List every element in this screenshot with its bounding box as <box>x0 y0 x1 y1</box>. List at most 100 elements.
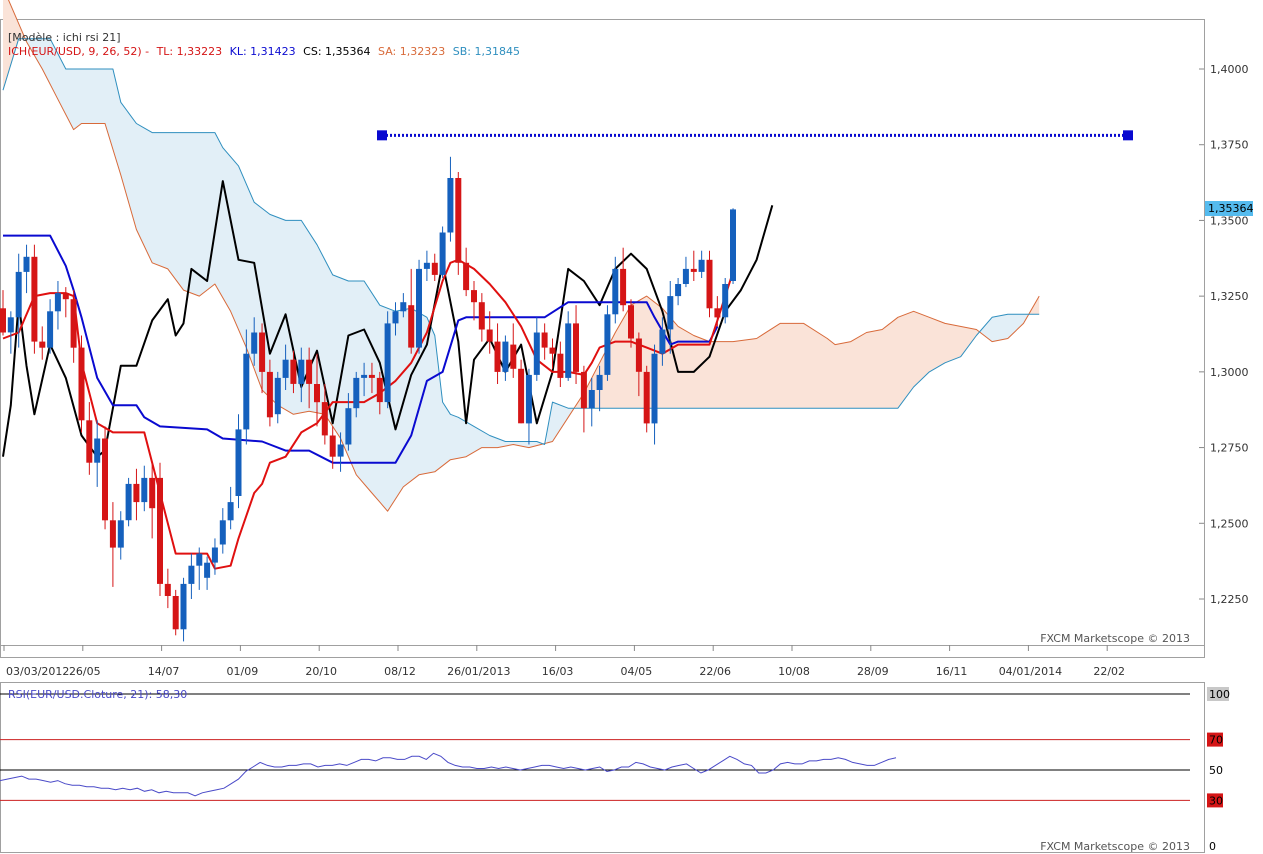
price-tick-label: 1,3500 <box>1210 214 1249 227</box>
time-tick-label: 28/09 <box>857 665 889 678</box>
candle-body <box>525 374 532 424</box>
candle-body <box>227 502 234 521</box>
candle-body <box>172 596 179 630</box>
price-tick-label: 1,3000 <box>1210 366 1249 379</box>
candle-body <box>266 371 273 418</box>
candle-body <box>416 268 422 348</box>
senkou-span-b-line <box>2 38 1040 445</box>
candle-body <box>690 268 697 272</box>
candle-body <box>164 583 171 596</box>
candle-body <box>628 305 634 339</box>
candle-body <box>31 256 38 342</box>
candle-body <box>376 377 383 403</box>
candle-body <box>235 429 242 496</box>
price-tick-label: 1,3250 <box>1210 290 1249 303</box>
resistance-handle-right[interactable] <box>1123 130 1133 141</box>
candle-body <box>604 314 611 375</box>
cloud-segment <box>980 314 1028 342</box>
candle-body <box>510 344 517 369</box>
legend-sb: SB: 1,31845 <box>452 45 520 58</box>
rsi-series-line <box>0 752 897 797</box>
candle-body <box>306 359 313 384</box>
candle-body <box>643 371 650 424</box>
candle-body <box>573 323 579 372</box>
candle-body <box>15 271 22 318</box>
rsi-level-badge <box>1207 687 1229 701</box>
time-tick-label: 14/07 <box>148 665 180 678</box>
candle-body <box>196 553 203 566</box>
candle-body <box>117 520 124 548</box>
candle-body <box>188 565 195 584</box>
candle-body <box>70 299 77 348</box>
candle-body <box>408 305 415 348</box>
model-label: [Modèle : ichi rsi 21] <box>8 31 121 44</box>
candle-body <box>298 359 305 384</box>
candle-body <box>211 547 218 563</box>
candle-body <box>706 259 713 309</box>
candle-body <box>478 302 485 330</box>
rsi-level-label: 100 <box>1209 688 1230 701</box>
rsi-level-badge <box>1207 732 1223 747</box>
candle-body <box>423 262 430 269</box>
candle-body <box>0 308 6 333</box>
time-tick-label: 22/06 <box>699 665 731 678</box>
rsi-line <box>0 752 897 797</box>
rsi-chart[interactable]: 100 70 50 30 0 RSI(EUR/USD.Cloture, 21): 58,… <box>0 682 1263 854</box>
rsi-level-label: 30 <box>1209 794 1223 807</box>
last-price-tag-text: 1,35364 <box>1208 202 1254 215</box>
candle-body <box>596 374 603 390</box>
candle-body <box>533 332 540 375</box>
legend-sa: SA: 1,32323 <box>378 45 446 58</box>
candle-body <box>384 323 391 403</box>
candle-body <box>78 347 85 421</box>
candle-body <box>447 178 454 233</box>
ichimoku-legend: ICH(EUR/USD, 9, 26, 52) - TL: 1,33223 KL… <box>8 45 524 58</box>
time-tick-label: 20/10 <box>305 665 337 678</box>
candle-body <box>400 302 407 312</box>
candle-body <box>463 262 470 291</box>
candle-body <box>109 520 116 548</box>
time-tick-label: 26/01/2013 <box>447 665 510 678</box>
time-tick-label: 26/05 <box>69 665 101 678</box>
price-tick-label: 1,2750 <box>1210 442 1249 455</box>
kijun-sen-line <box>3 234 719 464</box>
ichimoku-cloud <box>3 0 1040 512</box>
candle-body <box>714 308 721 318</box>
candle-body <box>39 341 46 348</box>
candle-body <box>361 374 368 378</box>
cloud-segment <box>576 296 979 409</box>
price-chart[interactable]: 1,2250 1,2500 1,2750 1,3000 1,3250 1,3500 1,37… <box>0 0 1263 680</box>
resistance-handle-left[interactable] <box>377 130 387 141</box>
candle-body <box>259 332 266 372</box>
cloud-segment <box>3 0 25 91</box>
candle-body <box>651 353 658 424</box>
candle-body <box>54 293 61 312</box>
rsi-level-label: 70 <box>1209 734 1223 747</box>
candle-body <box>314 384 320 403</box>
rsi-plot-frame <box>0 682 1205 853</box>
candle-body <box>23 256 30 272</box>
candle-body <box>675 284 682 297</box>
resistance-line[interactable] <box>377 130 1133 141</box>
time-tick-label: 16/11 <box>936 665 968 678</box>
candle-body <box>635 338 642 372</box>
candle-body <box>722 284 729 318</box>
candle-body <box>682 268 689 284</box>
senkou-span-a-line <box>7 0 1040 512</box>
rsi-levels: 100 70 50 30 0 <box>0 687 1230 853</box>
candle-body <box>141 477 148 503</box>
legend-kl: KL: 1,31423 <box>229 45 296 58</box>
candle-body <box>557 353 564 378</box>
candle-body <box>612 268 619 315</box>
candle-body <box>518 368 525 424</box>
legend-ichimoku: ICH(EUR/USD, 9, 26, 52) - <box>8 45 150 58</box>
candle-body <box>620 268 627 306</box>
watermark-main: FXCM Marketscope © 2013 <box>1040 632 1190 645</box>
candle-body <box>667 296 674 330</box>
candle-body <box>47 311 54 348</box>
candlesticks <box>0 156 736 642</box>
candle-body <box>329 435 336 457</box>
watermark-rsi: FXCM Marketscope © 2013 <box>1040 840 1190 853</box>
candle-body <box>698 259 705 272</box>
